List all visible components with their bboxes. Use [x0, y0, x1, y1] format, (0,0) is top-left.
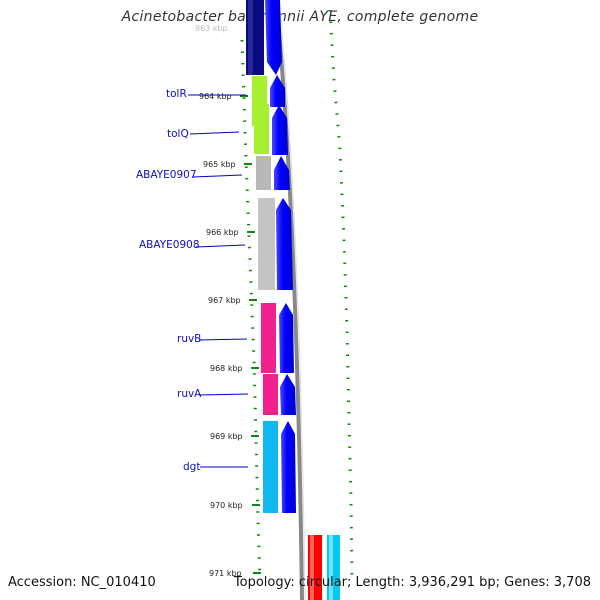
cds-arrow	[272, 105, 288, 155]
cyan-feature	[327, 535, 340, 600]
gene-block-tolQ	[254, 104, 269, 154]
kbp-scale: 963 kbp 964 kbp 965 kbp 966 kbp 967 kbp …	[195, 24, 261, 578]
gene-block-ruvB	[261, 303, 276, 373]
cds-arrow	[265, 0, 282, 75]
label-leader-line	[195, 244, 246, 248]
gene-block-ABAYE0907	[256, 156, 271, 190]
label-leader-line	[198, 393, 249, 396]
label-leader-line	[189, 131, 240, 135]
gene-label-ruvA: ruvA	[177, 388, 202, 400]
label-leader-line	[192, 174, 243, 178]
cds-arrow	[281, 421, 296, 513]
cds-arrow	[276, 198, 293, 290]
tick-label: 969 kbp	[210, 432, 243, 441]
accession-text: Accession: NC_010410	[8, 575, 156, 590]
tick-label: 971 kbp	[209, 569, 242, 578]
genome-summary-text: Topology: circular; Length: 3,936,291 bp…	[233, 575, 591, 590]
tick-label: 970 kbp	[210, 501, 243, 510]
tick-label: 965 kbp	[203, 160, 236, 169]
gene-blocks	[246, 0, 278, 513]
gene-label-tolQ: tolQ	[167, 128, 189, 140]
tick-label: 964 kbp	[199, 92, 232, 101]
gene-label-dgt: dgt	[183, 461, 200, 473]
cds-arrow	[279, 303, 294, 373]
map-title: Acinetobacter baumannii AYE, complete ge…	[121, 9, 479, 25]
gene-label-ruvB: ruvB	[177, 333, 201, 345]
tick-label: 966 kbp	[206, 228, 239, 237]
gene-label-ABAYE0908: ABAYE0908	[139, 239, 200, 251]
cds-arrow	[274, 156, 290, 190]
tick-label: 968 kbp	[210, 364, 243, 373]
tick-label: 967 kbp	[208, 296, 241, 305]
cds-arrow	[270, 75, 285, 107]
gene-block-ABAYE0908	[258, 198, 275, 290]
tick-label: 963 kbp	[195, 24, 228, 33]
gc-skew-track	[240, 9, 354, 581]
gene-labels[interactable]: tolR tolQ ABAYE0907 ABAYE0908 ruvB ruvA …	[136, 88, 249, 473]
label-leader-line	[198, 338, 248, 341]
cds-arrows	[265, 0, 296, 513]
gene-label-ABAYE0907: ABAYE0907	[136, 169, 197, 181]
gene-label-tolR: tolR	[166, 88, 187, 100]
gene-block-ruvA	[263, 374, 278, 415]
gene-block-dgt	[263, 421, 278, 513]
cds-arrow	[280, 374, 296, 415]
